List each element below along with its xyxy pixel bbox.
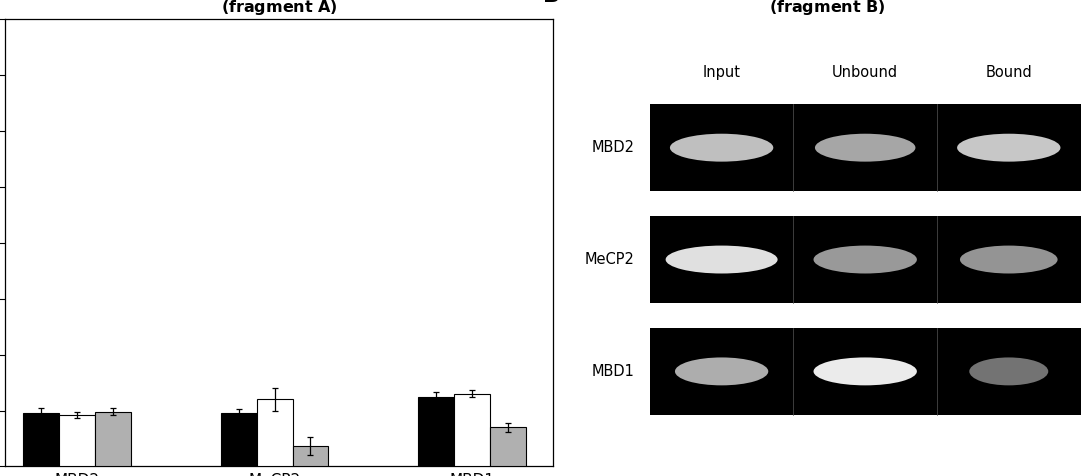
Text: MBD2: MBD2 <box>592 140 634 155</box>
Ellipse shape <box>670 134 773 162</box>
FancyBboxPatch shape <box>649 328 1081 415</box>
Ellipse shape <box>813 357 917 386</box>
Text: MeCP2: MeCP2 <box>584 252 634 267</box>
Ellipse shape <box>960 246 1058 274</box>
Bar <box>60 415 96 466</box>
Bar <box>24 413 60 466</box>
Bar <box>256 399 292 466</box>
Ellipse shape <box>970 357 1048 386</box>
Ellipse shape <box>957 134 1060 162</box>
Bar <box>220 413 256 466</box>
Text: Bound: Bound <box>985 65 1032 80</box>
Bar <box>418 397 454 466</box>
Ellipse shape <box>666 246 778 274</box>
FancyBboxPatch shape <box>649 104 1081 191</box>
Ellipse shape <box>813 246 917 274</box>
Ellipse shape <box>814 134 915 162</box>
Text: B: B <box>543 0 560 6</box>
Text: Input: Input <box>703 65 741 80</box>
Text: Unbound: Unbound <box>832 65 898 80</box>
Title: $\bfit{BRCA1}$ $\mathbf{island,\ methylated\ region}$
$\mathbf{(fragment\ A)}$: $\bfit{BRCA1}$ $\mathbf{island,\ methyla… <box>129 0 429 17</box>
Bar <box>454 394 490 466</box>
Title: $\bfit{BRCA1}$ $\mathbf{island,\ methylated\ region}$
$\mathbf{(fragment\ B)}$: $\bfit{BRCA1}$ $\mathbf{island,\ methyla… <box>677 0 977 17</box>
FancyBboxPatch shape <box>649 216 1081 303</box>
Bar <box>292 446 328 466</box>
Ellipse shape <box>675 357 768 386</box>
Bar <box>96 412 131 466</box>
Bar <box>490 427 526 466</box>
Text: MBD1: MBD1 <box>592 364 634 379</box>
